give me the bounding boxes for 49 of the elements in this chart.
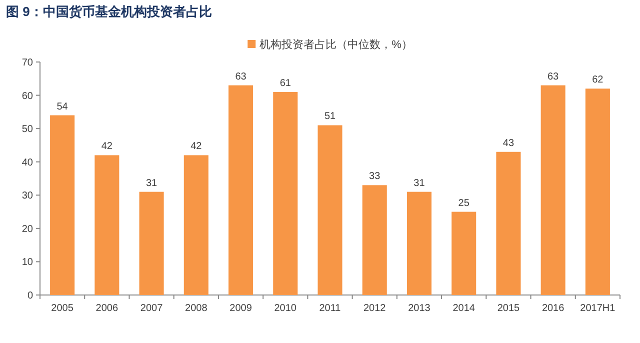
x-tick-label: 2014 <box>452 303 476 314</box>
x-tick-label: 2010 <box>274 303 297 314</box>
bar <box>362 185 387 295</box>
bar <box>139 192 164 295</box>
data-label: 42 <box>101 141 113 152</box>
data-label: 42 <box>190 141 202 152</box>
x-tick-label: 2005 <box>51 303 74 314</box>
y-tick-label: 0 <box>27 290 34 302</box>
data-label: 25 <box>458 198 470 209</box>
legend-label: 机构投资者占比（中位数，%） <box>260 38 412 51</box>
data-label: 62 <box>592 74 604 86</box>
y-tick-label: 30 <box>22 190 34 202</box>
x-tick-label: 2006 <box>96 303 118 314</box>
x-tick-label: 2016 <box>542 303 565 314</box>
x-tick-label: 2015 <box>497 303 520 314</box>
data-label: 54 <box>56 101 68 112</box>
data-label: 43 <box>502 138 514 149</box>
x-tick-label: 2012 <box>363 303 386 314</box>
x-tick-label: 2011 <box>319 303 342 314</box>
data-label: 61 <box>280 78 292 89</box>
bar <box>273 92 298 295</box>
y-tick-label: 70 <box>22 58 34 68</box>
bar <box>318 125 342 295</box>
y-tick-label: 50 <box>22 124 34 136</box>
bar <box>496 152 521 295</box>
data-label: 31 <box>146 178 158 189</box>
bar <box>452 212 476 295</box>
bar <box>50 115 75 295</box>
bar <box>540 85 566 295</box>
bar <box>228 85 254 295</box>
data-label: 63 <box>235 71 247 82</box>
x-tick-label: 2008 <box>185 303 208 314</box>
data-label: 33 <box>369 171 381 182</box>
x-tick-label: 2013 <box>408 303 431 314</box>
bar <box>94 155 120 295</box>
bar <box>406 192 432 295</box>
bar <box>184 155 208 295</box>
y-tick-label: 10 <box>22 257 34 268</box>
data-label: 51 <box>324 111 336 122</box>
y-tick-label: 60 <box>22 90 34 102</box>
bar <box>585 88 610 295</box>
data-label: 63 <box>548 71 560 82</box>
chart-title: 图 9：中国货币基金机构投资者占比 <box>6 4 212 19</box>
y-tick-label: 20 <box>22 224 34 235</box>
data-label: 31 <box>414 178 426 189</box>
x-tick-label: 2009 <box>230 303 252 314</box>
y-tick-label: 40 <box>22 157 34 168</box>
x-tick-label: 2007 <box>140 303 164 314</box>
x-tick-label: 2017H1 <box>580 303 616 314</box>
